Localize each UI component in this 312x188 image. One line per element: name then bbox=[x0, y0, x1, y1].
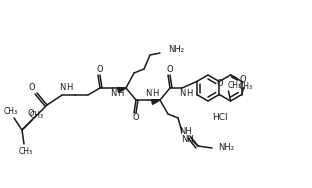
Text: O: O bbox=[28, 108, 34, 118]
Text: N: N bbox=[179, 89, 185, 99]
Text: H: H bbox=[66, 83, 72, 92]
Text: H: H bbox=[152, 89, 158, 99]
Text: CH₃: CH₃ bbox=[239, 82, 253, 91]
Text: O: O bbox=[133, 114, 139, 123]
Text: N: N bbox=[110, 89, 116, 99]
Text: NH: NH bbox=[181, 136, 193, 145]
Text: CH₃: CH₃ bbox=[227, 80, 241, 89]
Text: O: O bbox=[239, 74, 246, 83]
Text: O: O bbox=[167, 65, 173, 74]
Text: CH₃: CH₃ bbox=[19, 146, 33, 155]
Text: NH₂: NH₂ bbox=[218, 143, 234, 152]
Text: HCl: HCl bbox=[212, 114, 228, 123]
Polygon shape bbox=[117, 88, 126, 92]
Text: NH₂: NH₂ bbox=[168, 45, 184, 54]
Text: O: O bbox=[217, 79, 224, 88]
Text: N: N bbox=[59, 83, 65, 92]
Polygon shape bbox=[151, 100, 160, 104]
Text: O: O bbox=[97, 65, 103, 74]
Text: CH₃: CH₃ bbox=[30, 111, 44, 120]
Text: CH₃: CH₃ bbox=[4, 108, 18, 117]
Text: H: H bbox=[117, 89, 123, 99]
Text: O: O bbox=[29, 83, 35, 92]
Text: H: H bbox=[186, 89, 192, 99]
Text: NH: NH bbox=[180, 127, 193, 136]
Text: N: N bbox=[145, 89, 151, 99]
